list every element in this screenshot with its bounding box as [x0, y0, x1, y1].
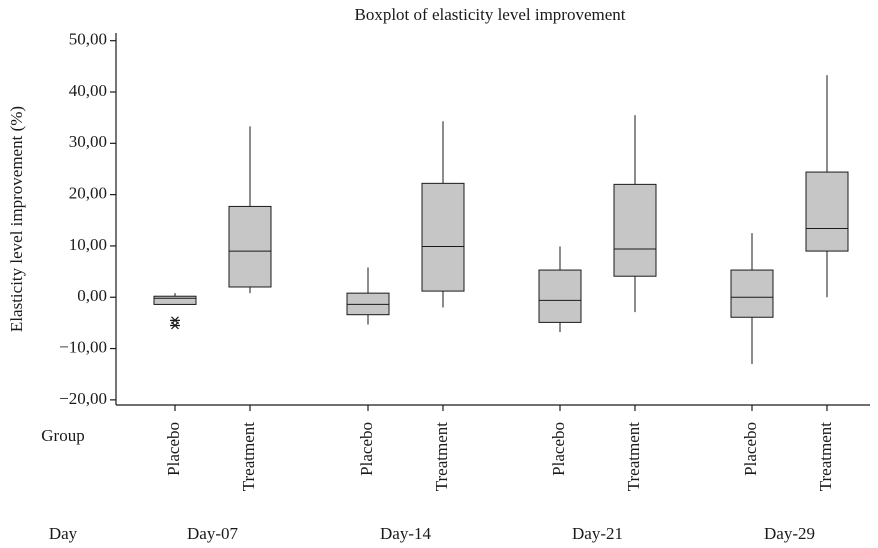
y-tick-label: 0,00: [77, 286, 107, 305]
group-label: Treatment: [624, 422, 643, 492]
group-row-label: Group: [41, 426, 84, 445]
box: [613, 183, 657, 277]
day-label: Day-21: [572, 524, 623, 543]
y-tick-label: 40,00: [69, 81, 107, 100]
day-label: Day-14: [380, 524, 431, 543]
y-axis-label: Elasticity level improvement (%): [7, 106, 26, 332]
y-tick-label: 10,00: [69, 235, 107, 254]
box: [538, 269, 582, 323]
box: [346, 292, 390, 316]
box: [730, 269, 774, 318]
group-label: Placebo: [741, 422, 760, 476]
day-label: Day-07: [187, 524, 238, 543]
y-tick-label: 30,00: [69, 132, 107, 151]
day-row-label: Day: [49, 524, 78, 543]
y-tick-label: −10,00: [59, 337, 107, 356]
group-label: Placebo: [164, 422, 183, 476]
y-tick-label: 50,00: [69, 30, 107, 49]
group-label: Placebo: [357, 422, 376, 476]
box: [805, 171, 849, 252]
group-label: Treatment: [432, 422, 451, 492]
y-tick-label: 20,00: [69, 184, 107, 203]
outlier: [170, 321, 180, 330]
box: [153, 295, 197, 305]
box: [421, 182, 465, 292]
group-label: Treatment: [239, 422, 258, 492]
box: [228, 205, 272, 288]
day-label: Day-29: [764, 524, 815, 543]
group-label: Placebo: [549, 422, 568, 476]
group-label: Treatment: [816, 422, 835, 492]
y-tick-label: −20,00: [59, 389, 107, 408]
chart-title: Boxplot of elasticity level improvement: [355, 5, 626, 24]
